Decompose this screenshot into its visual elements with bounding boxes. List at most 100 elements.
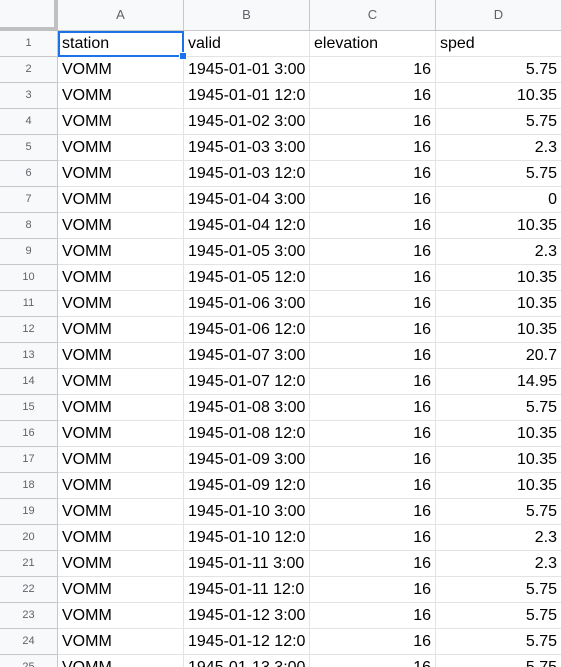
cell-valid[interactable]: 1945-01-06 3:00 [184, 291, 310, 317]
cell-sped[interactable]: 10.35 [436, 317, 561, 343]
cell-sped-header[interactable]: sped [436, 31, 561, 57]
row-header[interactable]: 22 [0, 577, 58, 603]
cell-valid[interactable]: 1945-01-11 3:00 [184, 551, 310, 577]
cell-valid[interactable]: 1945-01-03 3:00 [184, 135, 310, 161]
cell-station[interactable]: VOMM [58, 83, 184, 109]
cell-valid[interactable]: 1945-01-01 12:0 [184, 83, 310, 109]
cell-elevation[interactable]: 16 [310, 57, 436, 83]
cell-sped[interactable]: 14.95 [436, 369, 561, 395]
cell-elevation[interactable]: 16 [310, 187, 436, 213]
row-header[interactable]: 7 [0, 187, 58, 213]
cell-station[interactable]: VOMM [58, 213, 184, 239]
cell-station[interactable]: VOMM [58, 525, 184, 551]
cell-station[interactable]: VOMM [58, 447, 184, 473]
row-header[interactable]: 20 [0, 525, 58, 551]
cell-elevation[interactable]: 16 [310, 395, 436, 421]
cell-valid[interactable]: 1945-01-04 3:00 [184, 187, 310, 213]
cell-station-header[interactable]: station [58, 31, 184, 57]
cell-valid[interactable]: 1945-01-12 12:0 [184, 629, 310, 655]
cell-elevation[interactable]: 16 [310, 109, 436, 135]
cell-elevation-header[interactable]: elevation [310, 31, 436, 57]
cell-valid[interactable]: 1945-01-08 3:00 [184, 395, 310, 421]
cell-elevation[interactable]: 16 [310, 239, 436, 265]
cell-sped[interactable]: 5.75 [436, 161, 561, 187]
cell-station[interactable]: VOMM [58, 577, 184, 603]
cell-valid[interactable]: 1945-01-09 12:0 [184, 473, 310, 499]
cell-elevation[interactable]: 16 [310, 317, 436, 343]
cell-elevation[interactable]: 16 [310, 369, 436, 395]
cell-station[interactable]: VOMM [58, 603, 184, 629]
row-header[interactable]: 25 [0, 655, 58, 667]
select-all-corner[interactable] [0, 0, 58, 31]
cell-valid-header[interactable]: valid [184, 31, 310, 57]
cell-station[interactable]: VOMM [58, 343, 184, 369]
row-header[interactable]: 3 [0, 83, 58, 109]
row-header[interactable]: 18 [0, 473, 58, 499]
cell-station[interactable]: VOMM [58, 395, 184, 421]
cell-sped[interactable]: 5.75 [436, 603, 561, 629]
cell-valid[interactable]: 1945-01-05 3:00 [184, 239, 310, 265]
row-header[interactable]: 2 [0, 57, 58, 83]
cell-elevation[interactable]: 16 [310, 577, 436, 603]
cell-elevation[interactable]: 16 [310, 213, 436, 239]
cell-valid[interactable]: 1945-01-11 12:0 [184, 577, 310, 603]
cell-valid[interactable]: 1945-01-04 12:0 [184, 213, 310, 239]
row-header[interactable]: 16 [0, 421, 58, 447]
column-header-d[interactable]: D [436, 0, 561, 31]
column-header-a[interactable]: A [58, 0, 184, 31]
cell-elevation[interactable]: 16 [310, 447, 436, 473]
row-header[interactable]: 5 [0, 135, 58, 161]
cell-station[interactable]: VOMM [58, 161, 184, 187]
cell-valid[interactable]: 1945-01-01 3:00 [184, 57, 310, 83]
cell-sped[interactable]: 10.35 [436, 83, 561, 109]
column-header-c[interactable]: C [310, 0, 436, 31]
row-header[interactable]: 23 [0, 603, 58, 629]
cell-elevation[interactable]: 16 [310, 135, 436, 161]
row-header[interactable]: 13 [0, 343, 58, 369]
cell-valid[interactable]: 1945-01-09 3:00 [184, 447, 310, 473]
cell-valid[interactable]: 1945-01-07 12:0 [184, 369, 310, 395]
cell-sped[interactable]: 10.35 [436, 213, 561, 239]
row-header[interactable]: 4 [0, 109, 58, 135]
cell-sped[interactable]: 5.75 [436, 395, 561, 421]
cell-elevation[interactable]: 16 [310, 655, 436, 667]
cell-station[interactable]: VOMM [58, 473, 184, 499]
row-header[interactable]: 19 [0, 499, 58, 525]
cell-station[interactable]: VOMM [58, 291, 184, 317]
cell-elevation[interactable]: 16 [310, 473, 436, 499]
cell-station[interactable]: VOMM [58, 655, 184, 667]
row-header[interactable]: 21 [0, 551, 58, 577]
cell-sped[interactable]: 5.75 [436, 57, 561, 83]
cell-elevation[interactable]: 16 [310, 343, 436, 369]
row-header[interactable]: 15 [0, 395, 58, 421]
cell-station[interactable]: VOMM [58, 317, 184, 343]
cell-elevation[interactable]: 16 [310, 421, 436, 447]
cell-station[interactable]: VOMM [58, 499, 184, 525]
cell-valid[interactable]: 1945-01-03 12:0 [184, 161, 310, 187]
row-header[interactable]: 12 [0, 317, 58, 343]
cell-sped[interactable]: 2.3 [436, 525, 561, 551]
cell-station[interactable]: VOMM [58, 421, 184, 447]
row-header[interactable]: 10 [0, 265, 58, 291]
cell-sped[interactable]: 5.75 [436, 499, 561, 525]
cell-elevation[interactable]: 16 [310, 551, 436, 577]
cell-elevation[interactable]: 16 [310, 291, 436, 317]
cell-sped[interactable]: 5.75 [436, 577, 561, 603]
row-header[interactable]: 14 [0, 369, 58, 395]
cell-sped[interactable]: 5.75 [436, 629, 561, 655]
cell-elevation[interactable]: 16 [310, 629, 436, 655]
cell-valid[interactable]: 1945-01-10 12:0 [184, 525, 310, 551]
cell-sped[interactable]: 10.35 [436, 421, 561, 447]
cell-valid[interactable]: 1945-01-05 12:0 [184, 265, 310, 291]
cell-valid[interactable]: 1945-01-08 12:0 [184, 421, 310, 447]
cell-station[interactable]: VOMM [58, 239, 184, 265]
cell-sped[interactable]: 10.35 [436, 265, 561, 291]
cell-station[interactable]: VOMM [58, 57, 184, 83]
row-header[interactable]: 17 [0, 447, 58, 473]
fill-handle[interactable] [179, 52, 187, 60]
cell-valid[interactable]: 1945-01-02 3:00 [184, 109, 310, 135]
cell-station[interactable]: VOMM [58, 265, 184, 291]
row-header[interactable]: 24 [0, 629, 58, 655]
row-header[interactable]: 9 [0, 239, 58, 265]
cell-elevation[interactable]: 16 [310, 161, 436, 187]
